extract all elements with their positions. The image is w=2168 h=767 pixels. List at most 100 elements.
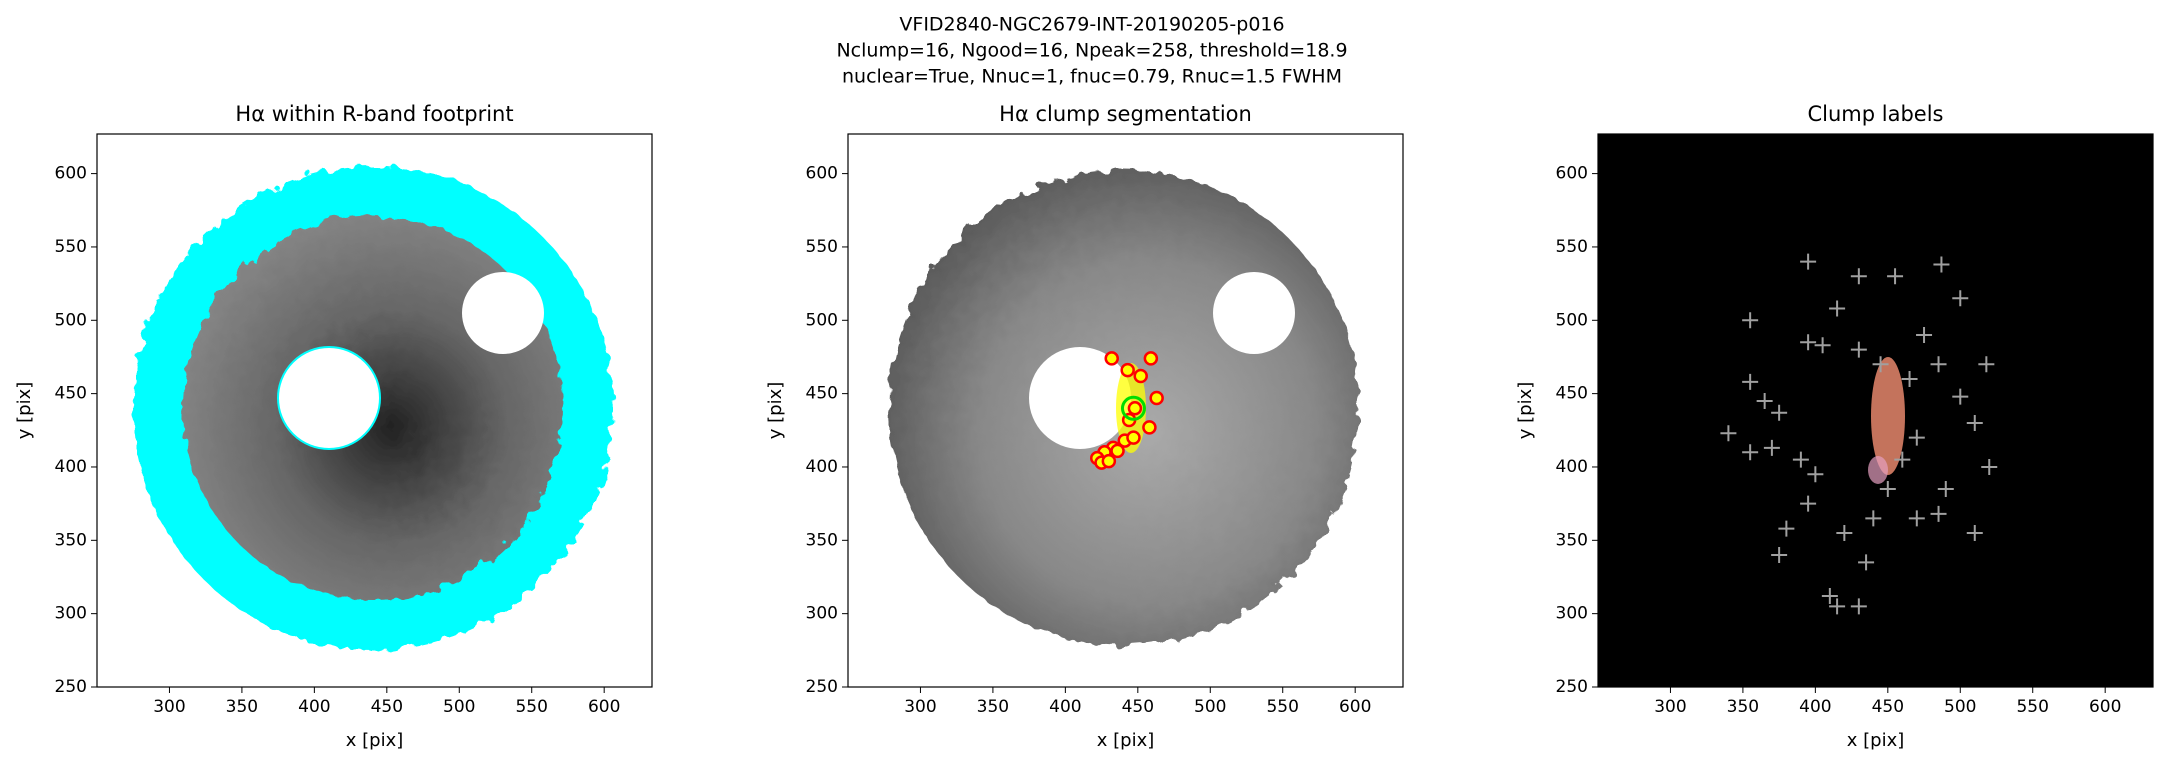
y-tick-label: 300	[1556, 604, 1588, 624]
y-tick-label: 550	[806, 237, 838, 257]
peak-marker	[1800, 495, 1817, 512]
y-axis-label: y [pix]	[1515, 382, 1536, 440]
y-tick-label: 250	[1556, 677, 1588, 697]
peak-marker	[1763, 439, 1780, 456]
x-tick-label: 450	[371, 697, 403, 717]
axes-frame	[1597, 133, 2154, 688]
clump-marker	[1126, 430, 1141, 445]
axes-title: Hα clump segmentation	[999, 102, 1252, 126]
x-tick-label: 300	[904, 697, 936, 717]
x-tick-label: 300	[1654, 697, 1686, 717]
x-tick-label: 400	[1799, 697, 1831, 717]
peak-marker	[1742, 373, 1759, 390]
x-tick-label: 400	[298, 697, 330, 717]
y-tick-label: 450	[1556, 384, 1588, 404]
y-tick-label: 300	[55, 604, 87, 624]
peak-marker	[1756, 392, 1773, 409]
peak-marker	[1800, 334, 1817, 351]
peak-marker	[1807, 466, 1824, 483]
clump-marker	[1142, 420, 1157, 435]
y-tick-label: 550	[55, 237, 87, 257]
peak-marker	[1800, 253, 1817, 270]
peak-marker	[1742, 312, 1759, 329]
y-tick-label: 600	[806, 164, 838, 184]
peak-marker	[1829, 598, 1846, 615]
peak-marker	[1952, 290, 1969, 307]
y-tick-label: 450	[55, 384, 87, 404]
clump-marker	[1101, 453, 1117, 469]
peak-marker	[1771, 546, 1788, 563]
peak-marker	[1792, 451, 1809, 468]
x-tick-label: 550	[515, 697, 547, 717]
image-panel-3	[1598, 134, 2153, 687]
y-axis-label: y [pix]	[14, 382, 35, 440]
axes-frame	[847, 133, 1404, 688]
x-tick-label: 550	[2016, 697, 2048, 717]
x-tick-label: 350	[1727, 697, 1759, 717]
x-tick-label: 300	[153, 697, 185, 717]
y-tick-label: 400	[806, 457, 838, 477]
x-tick-label: 500	[443, 697, 475, 717]
x-tick-label: 400	[1049, 697, 1081, 717]
x-tick-label: 600	[588, 697, 620, 717]
peak-marker	[1966, 524, 1983, 541]
x-tick-label: 600	[2089, 697, 2121, 717]
x-tick-label: 350	[977, 697, 1009, 717]
x-tick-label: 450	[1122, 697, 1154, 717]
clump-marker	[1110, 443, 1125, 459]
x-tick-label: 550	[1266, 697, 1298, 717]
peak-marker	[1778, 520, 1795, 537]
peak-marker	[1930, 356, 1947, 373]
peak-marker	[1865, 510, 1882, 527]
y-tick-label: 550	[1556, 237, 1588, 257]
clump-marker	[1149, 390, 1164, 406]
axes-title: Clump labels	[1808, 102, 1944, 126]
peak-marker	[1829, 300, 1846, 317]
peak-marker	[1908, 429, 1925, 446]
y-tick-label: 500	[806, 310, 838, 330]
peak-marker	[1850, 598, 1867, 615]
peak-marker	[1771, 404, 1788, 421]
peak-marker	[1908, 510, 1925, 527]
figure-title: Nclump=16, Ngood=16, Npeak=258, threshol…	[836, 40, 1347, 62]
axes-frame	[96, 133, 653, 688]
peak-marker	[1894, 451, 1911, 468]
clump-marker	[1127, 401, 1143, 416]
y-tick-label: 600	[55, 164, 87, 184]
image-panel-1	[133, 166, 613, 650]
y-tick-label: 450	[806, 384, 838, 404]
y-tick-label: 400	[55, 457, 87, 477]
x-tick-label: 500	[1194, 697, 1226, 717]
peak-marker	[1952, 388, 1969, 405]
y-tick-label: 350	[55, 530, 87, 550]
y-axis-label: y [pix]	[765, 382, 786, 440]
y-tick-label: 600	[1556, 164, 1588, 184]
x-tick-label: 350	[226, 697, 258, 717]
peak-marker	[1821, 588, 1838, 605]
peak-marker	[1850, 268, 1867, 285]
clump-marker	[1143, 351, 1159, 366]
y-tick-label: 500	[55, 310, 87, 330]
clump-marker	[1120, 362, 1135, 378]
peak-marker	[1872, 356, 1889, 373]
y-tick-label: 250	[806, 677, 838, 697]
peak-marker	[1901, 370, 1918, 387]
image-panel-2	[889, 170, 1359, 646]
peak-marker	[1887, 268, 1904, 285]
figure-title: VFID2840-NGC2679-INT-20190205-p016	[899, 14, 1284, 36]
nucleus-marker	[1120, 395, 1146, 421]
peak-marker	[1937, 480, 1954, 497]
peak-marker	[1916, 326, 1933, 343]
y-tick-label: 350	[806, 530, 838, 550]
y-tick-label: 350	[1556, 530, 1588, 550]
peak-marker	[1814, 337, 1831, 354]
axes-title: Hα within R-band footprint	[235, 102, 513, 126]
figure-title: nuclear=True, Nnuc=1, fnuc=0.79, Rnuc=1.…	[842, 66, 1342, 88]
peak-marker	[1978, 356, 1995, 373]
x-axis-label: x [pix]	[346, 730, 404, 751]
x-axis-label: x [pix]	[1847, 730, 1905, 751]
x-tick-label: 600	[1339, 697, 1371, 717]
clump-marker	[1133, 368, 1148, 384]
x-axis-label: x [pix]	[1097, 730, 1155, 751]
